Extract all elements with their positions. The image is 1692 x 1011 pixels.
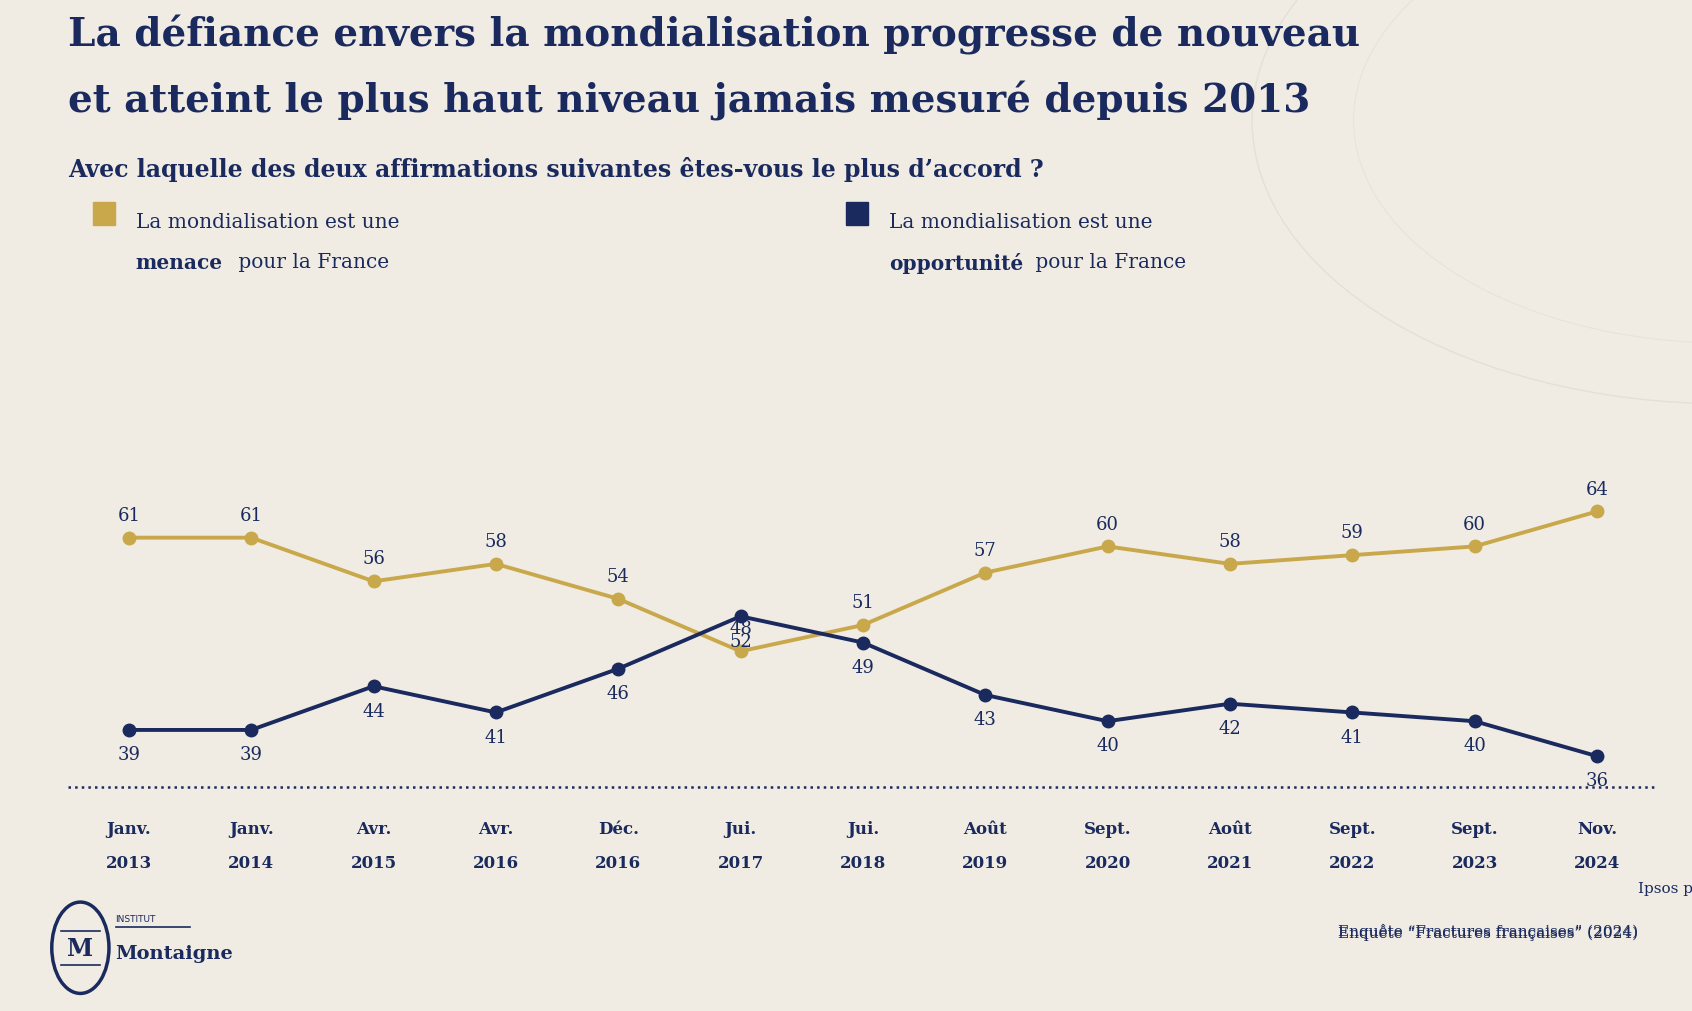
Text: pour la France: pour la France (1029, 253, 1186, 272)
Text: Avr.: Avr. (355, 820, 391, 837)
Text: Déc.: Déc. (597, 820, 640, 837)
Text: La mondialisation est une: La mondialisation est une (135, 212, 399, 232)
Text: 43: 43 (975, 711, 997, 729)
Text: 54: 54 (607, 567, 629, 585)
Text: 2021: 2021 (1206, 854, 1254, 871)
Text: La défiance envers la mondialisation progresse de nouveau: La défiance envers la mondialisation pro… (68, 15, 1360, 56)
Text: 2020: 2020 (1085, 854, 1130, 871)
Text: 39: 39 (240, 745, 262, 763)
Text: 57: 57 (975, 541, 997, 559)
Text: 58: 58 (1218, 533, 1242, 550)
Text: M: M (68, 936, 93, 959)
Text: 2019: 2019 (963, 854, 1008, 871)
Text: Jui.: Jui. (846, 820, 880, 837)
Text: 39: 39 (117, 745, 140, 763)
Text: 49: 49 (851, 658, 875, 676)
Text: Ipsos pour: Ipsos pour (1638, 882, 1692, 895)
Text: Sept.: Sept. (1450, 820, 1499, 837)
Text: 61: 61 (240, 507, 262, 525)
Text: Août: Août (963, 820, 1007, 837)
Text: 52: 52 (729, 632, 751, 650)
Text: pour la France: pour la France (232, 253, 389, 272)
Text: 2017: 2017 (717, 854, 763, 871)
Text: Avr.: Avr. (479, 820, 514, 837)
Text: 51: 51 (851, 593, 875, 612)
Text: 58: 58 (484, 533, 508, 550)
Text: 61: 61 (117, 507, 140, 525)
Text: 41: 41 (1340, 728, 1364, 746)
Text: Enquête “Fractures françaises” (2024): Enquête “Fractures françaises” (2024) (1338, 923, 1638, 938)
Text: menace: menace (135, 253, 223, 273)
Text: Sept.: Sept. (1085, 820, 1132, 837)
Text: 59: 59 (1340, 524, 1364, 542)
Text: Janv.: Janv. (107, 820, 151, 837)
Text: 2018: 2018 (839, 854, 887, 871)
Text: 36: 36 (1585, 771, 1609, 790)
Text: Enquête “Fractures françaises” (2024): Enquête “Fractures françaises” (2024) (1338, 925, 1638, 940)
Text: 60: 60 (1464, 515, 1486, 533)
Text: Sept.: Sept. (1328, 820, 1376, 837)
Text: 64: 64 (1585, 480, 1609, 498)
Text: 46: 46 (607, 684, 629, 703)
Text: 48: 48 (729, 620, 751, 638)
Text: 2022: 2022 (1330, 854, 1376, 871)
Text: Nov.: Nov. (1577, 820, 1618, 837)
Text: opportunité: opportunité (888, 253, 1024, 274)
Text: 40: 40 (1096, 737, 1118, 755)
Text: Montaigne: Montaigne (115, 943, 233, 961)
Text: INSTITUT: INSTITUT (115, 915, 156, 923)
Text: 2016: 2016 (596, 854, 641, 871)
Text: 40: 40 (1464, 737, 1486, 755)
Text: 2014: 2014 (228, 854, 274, 871)
Text: 2015: 2015 (350, 854, 396, 871)
Text: et atteint le plus haut niveau jamais mesuré depuis 2013: et atteint le plus haut niveau jamais me… (68, 81, 1310, 121)
Text: 41: 41 (484, 728, 508, 746)
Text: 2013: 2013 (105, 854, 152, 871)
Text: Janv.: Janv. (228, 820, 274, 837)
Text: 2024: 2024 (1574, 854, 1621, 871)
Text: Avec laquelle des deux affirmations suivantes êtes-vous le plus d’accord ?: Avec laquelle des deux affirmations suiv… (68, 157, 1044, 182)
Text: Jui.: Jui. (724, 820, 756, 837)
Text: 42: 42 (1218, 719, 1242, 737)
Text: 60: 60 (1096, 515, 1118, 533)
Text: 2023: 2023 (1452, 854, 1497, 871)
Text: 44: 44 (362, 702, 384, 720)
Text: Août: Août (1208, 820, 1252, 837)
Text: La mondialisation est une: La mondialisation est une (888, 212, 1152, 232)
Text: 56: 56 (362, 550, 386, 568)
Text: 2016: 2016 (472, 854, 519, 871)
